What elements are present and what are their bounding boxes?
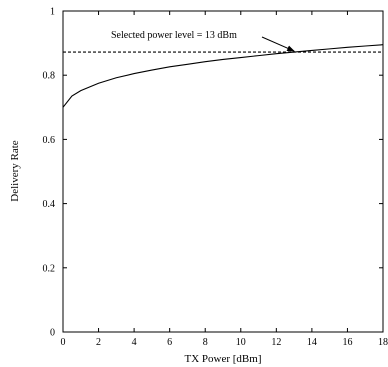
x-tick-label: 0 [61,337,66,348]
y-tick-label: 1 [50,7,55,18]
annotation-layer: Selected power level = 13 dBm [111,30,296,52]
x-tick-label: 18 [378,337,388,348]
plot-frame [62,10,384,333]
x-tick-label: 16 [342,337,352,348]
y-axis-ticks: 0 0.2 0.4 0.6 0.8 1 [43,7,383,339]
x-axis-label: TX Power [dBm] [185,353,262,365]
x-tick-label: 6 [167,337,172,348]
x-tick-label: 14 [307,337,317,348]
x-tick-label: 12 [271,337,281,348]
x-axis-ticks: 0 2 4 6 8 10 12 14 16 18 [61,11,388,348]
y-tick-label: 0.2 [43,263,56,274]
annotation-arrow [261,36,296,52]
delivery-rate-curve [62,44,384,108]
y-tick-label: 0.6 [43,135,56,146]
y-tick-label: 0 [50,328,55,339]
x-tick-label: 2 [96,337,101,348]
x-tick-label: 10 [236,337,246,348]
y-tick-label: 0.8 [43,71,56,82]
series-layer [62,44,384,108]
x-tick-label: 8 [203,337,208,348]
annotation-label: Selected power level = 13 dBm [111,30,237,41]
y-axis-label: Delivery Rate [9,140,21,202]
y-tick-label: 0.4 [43,199,56,210]
x-tick-label: 4 [132,337,137,348]
